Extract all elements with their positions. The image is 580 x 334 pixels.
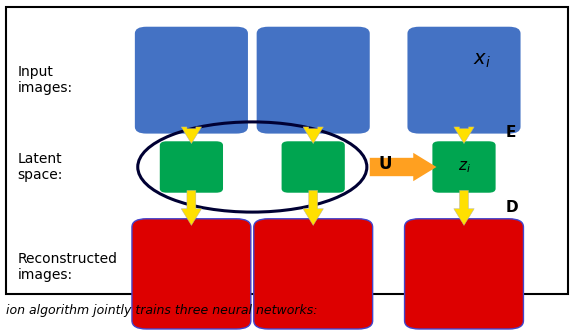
FancyBboxPatch shape [282,141,345,193]
FancyBboxPatch shape [135,27,248,134]
FancyArrow shape [454,127,474,144]
FancyBboxPatch shape [6,7,568,294]
Text: $x_i$: $x_i$ [473,51,490,69]
FancyBboxPatch shape [254,219,373,329]
FancyArrow shape [303,127,324,144]
Text: ion algorithm jointly trains three neural networks:: ion algorithm jointly trains three neura… [6,304,317,317]
Text: Latent
space:: Latent space: [17,152,63,182]
Text: D: D [506,200,519,215]
FancyBboxPatch shape [132,219,251,329]
FancyArrow shape [370,153,437,181]
Text: U: U [379,155,393,173]
FancyBboxPatch shape [160,141,223,193]
FancyBboxPatch shape [256,27,370,134]
FancyBboxPatch shape [407,27,521,134]
FancyBboxPatch shape [433,141,495,193]
FancyBboxPatch shape [405,219,524,329]
FancyArrow shape [454,190,474,225]
Text: E: E [506,125,516,140]
FancyArrow shape [303,190,324,225]
Text: Reconstructed
images:: Reconstructed images: [17,252,117,282]
Text: Input
images:: Input images: [17,65,72,95]
Text: $z_i$: $z_i$ [458,159,470,175]
FancyArrow shape [181,190,202,225]
FancyArrow shape [181,127,202,144]
